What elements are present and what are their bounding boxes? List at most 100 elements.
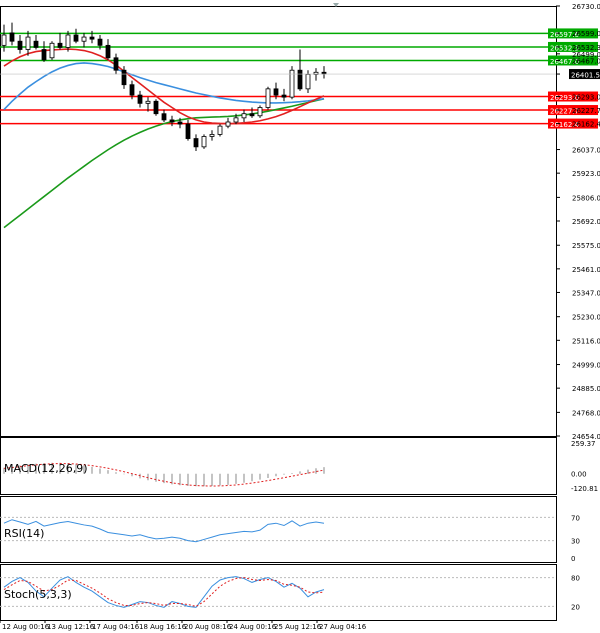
candle-body [49,42,55,59]
candle-body [121,69,127,86]
candle-body [89,36,95,40]
time-tick-label: 18 Aug 16:16 [139,623,187,631]
stoch-main-line [3,576,325,608]
indicators: 259.37 0.00 -120.81 70 30 0 80 20 [0,440,598,611]
candle-body [305,73,311,90]
candle-body [225,121,231,127]
candle [33,34,39,50]
candle [145,97,151,112]
price-tick-label: 26227.7 [572,107,600,115]
candle-body [209,134,215,137]
candle [313,68,319,81]
rsi-label: RSI(14) [4,527,44,540]
level-tag: 26597.6 [548,28,598,39]
candle [289,66,295,100]
macd-tick-label: -120.81 [571,485,598,493]
macd-label: MACD(12,26,9) [4,462,88,475]
candle-body [153,100,159,115]
candle-body [281,94,287,98]
candle [201,134,207,149]
level-tag-text: 26532.3 [550,44,579,52]
current-price-label: 26401.5 [571,72,600,80]
level-tag-bg [548,41,598,52]
time-tick-label: 20 Aug 08:16 [184,623,232,631]
price-tick-label: 24654.0 [572,433,600,441]
candle-body [257,107,263,117]
price-tick-label: 24999.0 [572,362,600,370]
candles [1,22,327,151]
candle [121,66,127,89]
ma-long-line [3,98,325,229]
rsi-tick-label: 0 [571,555,575,563]
candle-body [145,100,151,104]
candle-body [57,42,63,48]
candle [73,28,79,44]
level-tag-text: 26597.6 [550,31,579,39]
stoch-tick-label: 20 [571,603,580,611]
candle [49,41,55,60]
candle-body [25,36,31,50]
price-tick-label: 25230.0 [572,314,600,322]
level-tag-bg [548,91,598,102]
candle [209,130,215,141]
price-tick-label: 24885.0 [572,385,600,393]
price-tick-label: 26599.0 [572,30,600,38]
price-tick-label: 26037.0 [572,147,600,155]
candle [9,22,15,46]
candle [1,24,7,52]
candle [105,39,111,60]
level-tag: 26467.0 [548,55,598,66]
level-tag-bg [548,105,598,116]
candle-body [161,113,167,121]
time-tick-label: 27 Aug 04:16 [319,623,367,631]
candle [185,119,191,141]
price-tick-label: 25116.0 [572,337,600,345]
candle [297,49,303,91]
main-pane-frame [0,6,557,437]
current-price-bg [569,69,600,80]
candle-body [97,38,103,46]
price-tick-label: 25692.0 [572,218,600,226]
candle [129,80,135,100]
price-tick-label: 26293.0 [572,94,600,102]
price-tick-label: 25923.0 [572,170,600,178]
candle-body [241,113,247,119]
candle [153,99,159,116]
level-tag: 26227.7 [548,105,598,116]
candle [169,115,175,127]
candle-body [289,69,295,98]
candle-body [113,57,119,71]
candle-body [177,121,183,125]
price-tick-label: 25806.0 [572,194,600,202]
price-tick-label: 25575.0 [572,242,600,250]
candle [57,32,63,50]
macd-tick-label: 0.00 [571,471,587,479]
candle [177,117,183,129]
candle [249,107,255,118]
time-tick-label: 17 Aug 04:16 [92,623,140,631]
candle-body [273,88,279,96]
panel-frames [0,3,557,621]
candle-body [265,88,271,108]
panel-labels: MACD(12,26,9) RSI(14) Stoch(5,3,3) [4,462,88,601]
candle-body [1,34,7,46]
candle [41,41,47,62]
rsi-pane-frame [0,496,557,563]
stoch-tick-label: 80 [571,575,580,583]
candle [97,34,103,50]
stoch-label: Stoch(5,3,3) [4,588,72,601]
level-tag-bg [548,118,598,129]
candle-body [81,36,87,42]
price-tick-label: 25347.0 [572,289,600,297]
stoch-pane-frame [0,564,557,621]
candle [225,117,231,129]
candle-body [201,136,207,148]
price-tick-label: 26467.0 [572,57,600,65]
candle-body [297,69,303,90]
candle [193,134,199,151]
candle-body [217,125,223,135]
rsi-tick-label: 70 [571,514,580,522]
